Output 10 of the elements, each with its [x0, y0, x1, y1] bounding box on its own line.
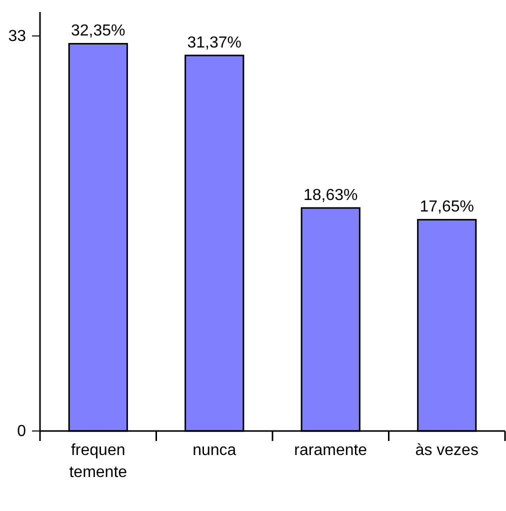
data-label: 18,63% — [303, 186, 358, 204]
x-tick-label: nunca — [192, 442, 236, 459]
data-label: 31,37% — [187, 34, 242, 52]
x-tick-label: frequentemente — [69, 442, 128, 481]
x-tick-label: raramente — [294, 442, 368, 459]
data-label: 32,35% — [70, 22, 126, 40]
x-tick-label: às vezes — [415, 442, 478, 459]
y-tick-label: 33 — [8, 28, 26, 46]
data-label: 17,65% — [420, 198, 474, 216]
y-tick-label: 0 — [17, 423, 26, 440]
